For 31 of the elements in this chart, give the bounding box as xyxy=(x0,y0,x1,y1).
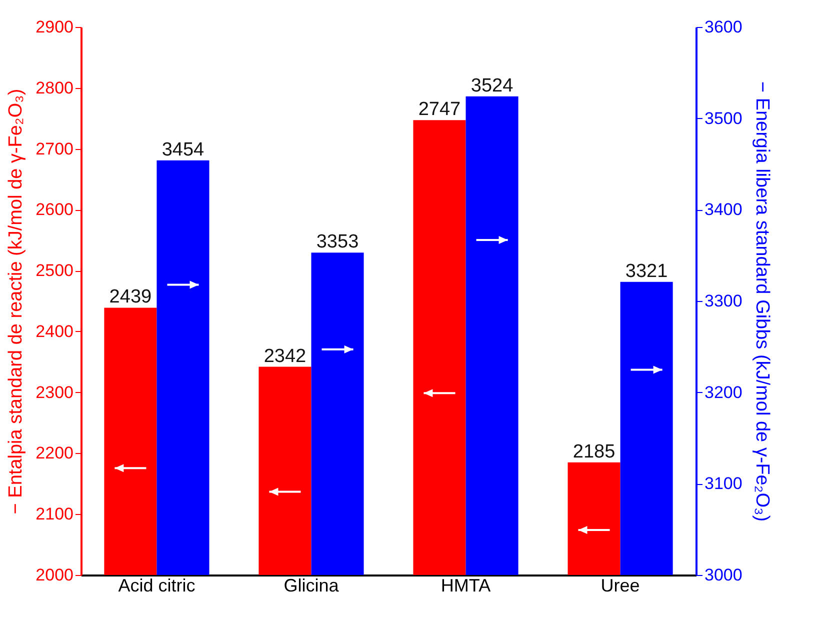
y-tick-label: 2800 xyxy=(36,78,74,98)
y-tick-label: 2400 xyxy=(36,322,74,341)
x-tick-label: Acid citric xyxy=(118,576,196,596)
y2-tick-label: 3400 xyxy=(704,200,742,220)
y-tick-label: 2500 xyxy=(36,261,74,280)
x-tick-label: HMTA xyxy=(440,576,491,596)
y2-tick-label: 3500 xyxy=(704,108,742,128)
y-tick-label: 2000 xyxy=(36,566,74,584)
y2-tick-label: 3600 xyxy=(704,18,742,36)
data-label: 2185 xyxy=(572,441,616,462)
y2-axis-title: − Energia libera standard Gibbs (kJ/mol de γ-Fe₂O₃) xyxy=(751,81,772,522)
y-tick-label: 2700 xyxy=(36,139,74,158)
data-label: 2439 xyxy=(109,286,152,308)
x-tick-label: Glicina xyxy=(284,576,340,596)
y2-tick-label: 3000 xyxy=(704,566,742,584)
y-tick-label: 2100 xyxy=(36,504,74,524)
y-tick-label: 2300 xyxy=(36,382,74,402)
y2-tick-label: 3100 xyxy=(704,474,742,494)
y-tick-label: 2200 xyxy=(36,444,74,463)
data-label: 2342 xyxy=(264,346,306,367)
y-tick-label: 2600 xyxy=(36,200,74,220)
y2-tick-label: 3300 xyxy=(704,292,742,310)
y-axis-title: − Entalpia standard de reactie (kJ/mol de γ-Fe₂O₃) xyxy=(6,88,27,514)
data-label: 3321 xyxy=(625,260,668,282)
data-label: 3524 xyxy=(470,75,514,96)
data-label: 2747 xyxy=(418,99,461,120)
x-tick-label: Uree xyxy=(600,576,640,596)
y-tick-label: 2900 xyxy=(36,18,74,36)
data-label: 3353 xyxy=(316,232,359,253)
y2-tick-label: 3200 xyxy=(704,382,742,402)
data-label: 3454 xyxy=(162,139,205,160)
